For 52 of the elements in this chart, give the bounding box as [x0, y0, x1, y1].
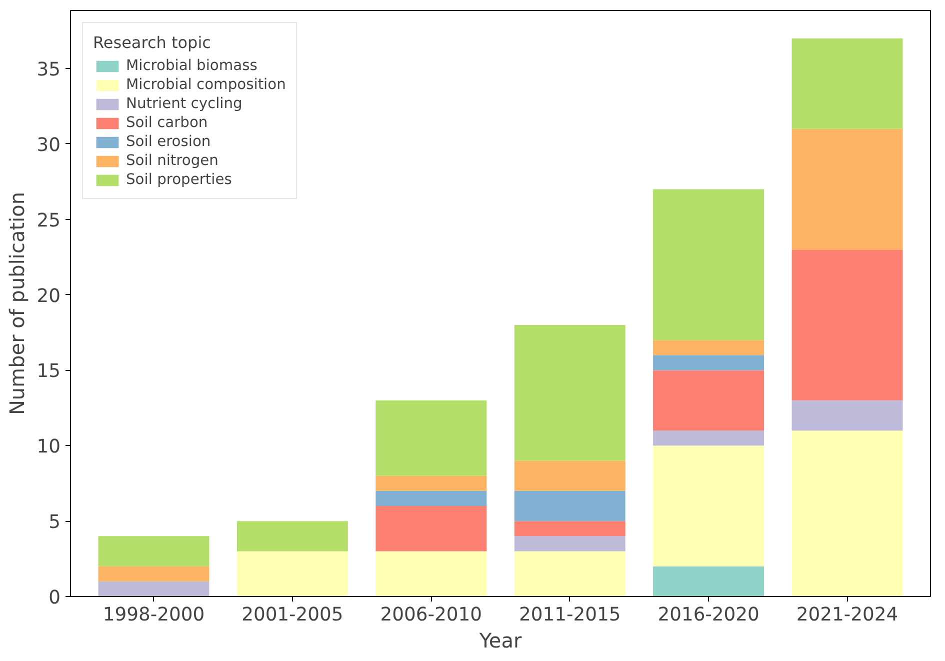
bar	[98, 581, 210, 596]
x-tick-label: 2006-2010	[380, 604, 482, 626]
legend-label: Microbial biomass	[126, 57, 258, 74]
x-tick-label: 2011-2015	[519, 604, 621, 626]
legend-label: Soil properties	[126, 171, 232, 188]
bar	[653, 189, 764, 340]
bar	[514, 460, 626, 491]
x-tick-label: 2001-2005	[242, 604, 344, 626]
bar	[376, 476, 487, 491]
bar	[98, 536, 210, 566]
bar	[236, 521, 348, 552]
y-tick-label: 5	[48, 512, 61, 534]
x-tick-label: 2016-2020	[658, 604, 760, 626]
bar	[653, 430, 764, 446]
y-tick-label: 20	[36, 286, 61, 307]
x-axis-title: Year	[478, 628, 522, 652]
y-axis-title: Number of publication	[4, 192, 29, 416]
bar	[653, 566, 764, 596]
bar	[792, 250, 903, 400]
bar	[514, 324, 626, 461]
x-tick-label: 2021-2024	[796, 604, 898, 626]
legend-label: Microbial composition	[126, 76, 286, 93]
y-tick-label: 15	[36, 361, 61, 382]
legend-label: Soil carbon	[126, 114, 208, 131]
bar	[98, 566, 210, 582]
bar	[514, 551, 626, 596]
bar	[514, 536, 626, 552]
bar	[792, 400, 903, 431]
bar	[653, 340, 764, 356]
bar	[792, 128, 903, 250]
legend-title: Research topic	[93, 33, 212, 52]
bar	[376, 506, 487, 552]
legend-label: Nutrient cycling	[126, 95, 242, 112]
bar	[792, 430, 903, 596]
bar	[376, 551, 487, 596]
y-tick-label: 25	[36, 210, 61, 232]
bar	[653, 446, 764, 566]
bar	[653, 370, 764, 431]
bar	[792, 38, 903, 129]
bar	[236, 551, 348, 596]
bar	[653, 355, 764, 370]
legend-label: Soil nitrogen	[126, 152, 218, 169]
bar	[376, 490, 487, 506]
legend-label: Soil erosion	[126, 133, 211, 150]
bar	[514, 490, 626, 522]
y-tick-label: 30	[36, 134, 61, 156]
bar	[376, 400, 487, 476]
x-tick-label: 1998-2000	[102, 604, 205, 626]
bar	[514, 521, 626, 536]
y-tick-label: 0	[48, 588, 61, 608]
y-tick-label: 10	[36, 436, 61, 458]
y-tick-label: 35	[36, 60, 61, 81]
